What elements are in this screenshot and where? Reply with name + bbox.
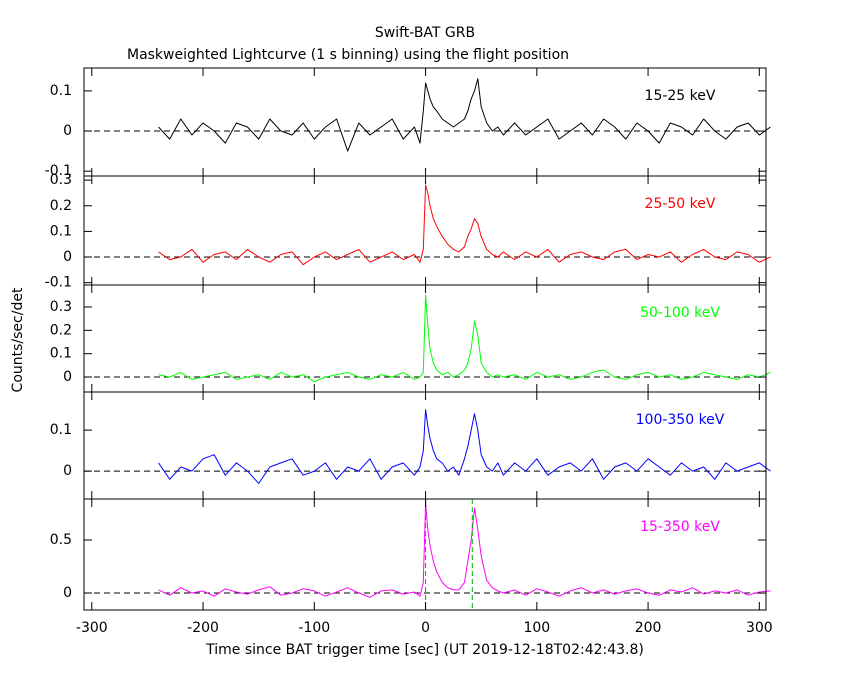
y-tick-label: 0 — [63, 369, 72, 385]
x-tick-label: -300 — [76, 620, 108, 636]
light-curve — [158, 502, 771, 598]
y-tick-label: 0 — [63, 123, 72, 139]
panel-frame — [83, 498, 767, 611]
light-curve — [158, 294, 771, 383]
light-curve — [158, 184, 771, 266]
y-tick-label: -0.1 — [45, 163, 72, 179]
panel-label: 25-50 keV — [645, 196, 716, 212]
x-tick-label: -200 — [187, 620, 219, 636]
y-tick-label: 0.1 — [50, 223, 72, 239]
y-axis-label: Counts/sec/det — [10, 287, 26, 392]
chart-subtitle: Maskweighted Lightcurve (1 s binning) us… — [127, 47, 569, 63]
x-tick-label: 300 — [746, 620, 773, 636]
x-tick-label: 0 — [421, 620, 430, 636]
panel-label: 15-350 keV — [640, 519, 720, 535]
y-tick-label: 0.3 — [50, 172, 72, 188]
x-tick-label: 100 — [523, 620, 550, 636]
panel-frame — [83, 391, 767, 500]
chart-title: Swift-BAT GRB — [375, 25, 475, 41]
panel-label: 50-100 keV — [640, 305, 720, 321]
light-curve — [158, 78, 771, 152]
light-curve — [158, 409, 771, 484]
y-tick-label: 0.5 — [50, 532, 72, 548]
y-tick-label: 0.1 — [50, 346, 72, 362]
x-tick-label: 200 — [635, 620, 662, 636]
panel-label: 100-350 keV — [636, 412, 725, 428]
y-tick-label: 0 — [63, 585, 72, 601]
y-tick-label: -0.1 — [45, 275, 72, 291]
y-tick-label: 0.2 — [50, 322, 72, 338]
x-axis-label: Time since BAT trigger time [sec] (UT 20… — [205, 642, 644, 658]
y-tick-label: 0 — [63, 249, 72, 265]
y-tick-label: 0.1 — [50, 422, 72, 438]
x-tick-label: -100 — [298, 620, 330, 636]
y-tick-label: 0.3 — [50, 299, 72, 315]
y-tick-label: 0 — [63, 463, 72, 479]
panel-label: 15-25 keV — [645, 88, 716, 104]
y-tick-label: 0.1 — [50, 83, 72, 99]
y-tick-label: 0.2 — [50, 198, 72, 214]
